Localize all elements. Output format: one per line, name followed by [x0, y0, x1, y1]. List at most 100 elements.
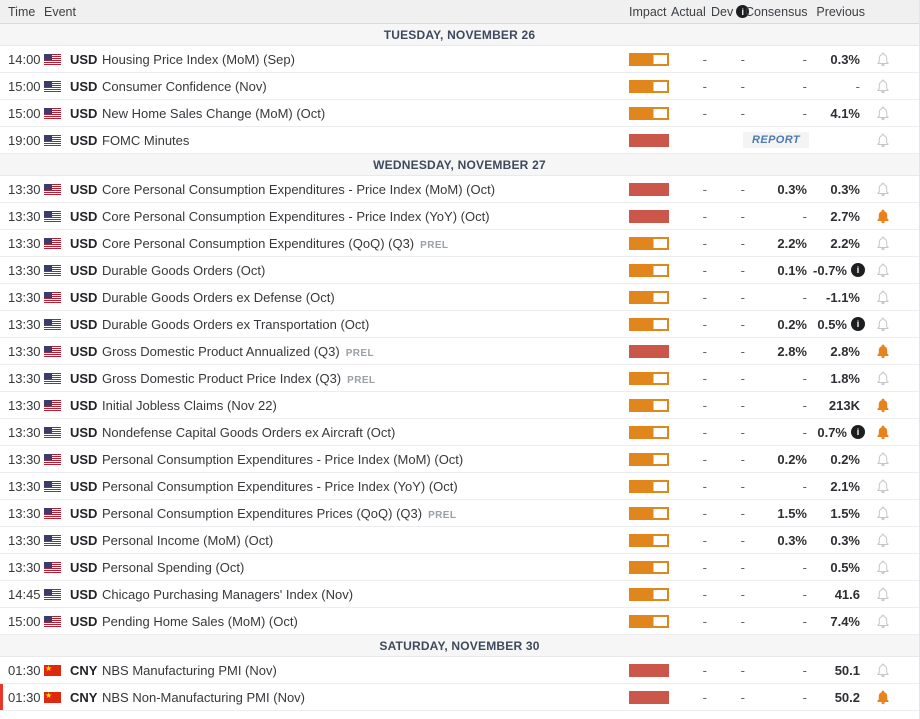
deviation-value: -: [740, 51, 745, 67]
event-name[interactable]: Core Personal Consumption Expenditures -…: [102, 208, 490, 224]
actual-value: -: [702, 370, 707, 386]
alert-bell-icon[interactable]: [865, 451, 901, 467]
event-name[interactable]: Durable Goods Orders ex Defense (Oct): [102, 289, 335, 305]
event-row: 14:45 USD Chicago Purchasing Managers' I…: [0, 581, 919, 608]
event-name[interactable]: Gross Domestic Product Price Index (Q3): [102, 370, 342, 386]
alert-bell-icon[interactable]: [865, 78, 901, 94]
deviation-value: -: [740, 451, 745, 467]
alert-bell-icon[interactable]: [865, 208, 901, 224]
calendar-body: TUESDAY, NOVEMBER 26 14:00 USD Housing P…: [0, 24, 919, 711]
alert-bell-icon[interactable]: [865, 105, 901, 121]
previous-info-icon[interactable]: i: [851, 425, 865, 439]
consensus-value: -: [802, 586, 807, 602]
event-row: 19:00 USD FOMC Minutes REPORT i: [0, 127, 919, 154]
alert-bell-icon[interactable]: [865, 181, 901, 197]
consensus-value: 1.5%: [777, 505, 807, 521]
alert-bell-icon[interactable]: [865, 370, 901, 386]
previous-value: -: [855, 78, 860, 94]
event-name[interactable]: Durable Goods Orders (Oct): [102, 262, 266, 278]
currency-code: CNY: [70, 689, 98, 705]
event-name[interactable]: Personal Spending (Oct): [102, 559, 245, 575]
consensus-value: -: [802, 689, 807, 705]
alert-bell-icon[interactable]: [865, 559, 901, 575]
country-flag-icon: [44, 691, 61, 703]
currency-code: USD: [70, 478, 98, 494]
alert-bell-icon[interactable]: [865, 316, 901, 332]
currency-code: USD: [70, 559, 98, 575]
event-name[interactable]: Pending Home Sales (MoM) (Oct): [102, 613, 298, 629]
col-header-previous: Previous: [816, 4, 865, 19]
col-header-dev-label: Dev: [711, 4, 734, 19]
deviation-value: -: [740, 586, 745, 602]
consensus-value: -: [802, 662, 807, 678]
impact-indicator: [629, 690, 669, 704]
event-name[interactable]: New Home Sales Change (MoM) (Oct): [102, 105, 326, 121]
alert-bell-icon[interactable]: [865, 343, 901, 359]
col-header-event: Event: [44, 4, 76, 19]
consensus-value: -: [802, 51, 807, 67]
event-name[interactable]: Housing Price Index (MoM) (Sep): [102, 51, 295, 67]
alert-bell-icon[interactable]: [865, 613, 901, 629]
event-time: 15:00: [8, 78, 41, 94]
previous-info-icon[interactable]: i: [851, 317, 865, 331]
impact-indicator: [629, 182, 669, 196]
event-name[interactable]: Personal Consumption Expenditures - Pric…: [102, 478, 458, 494]
alert-bell-icon[interactable]: [865, 586, 901, 602]
consensus-value: 0.2%: [777, 316, 807, 332]
deviation-value: -: [740, 689, 745, 705]
event-name[interactable]: Chicago Purchasing Managers' Index (Nov): [102, 586, 354, 602]
alert-bell-icon[interactable]: [865, 235, 901, 251]
alert-bell-icon[interactable]: [865, 397, 901, 413]
alert-bell-icon[interactable]: [865, 262, 901, 278]
event-time: 15:00: [8, 105, 41, 121]
currency-code: USD: [70, 208, 98, 224]
impact-indicator: [629, 263, 669, 277]
alert-bell-icon[interactable]: [865, 424, 901, 440]
date-header: SATURDAY, NOVEMBER 30: [0, 635, 919, 657]
event-row: 13:30 USD Personal Income (MoM) (Oct) - …: [0, 527, 919, 554]
impact-indicator: [629, 587, 669, 601]
alert-bell-icon[interactable]: [865, 532, 901, 548]
event-name[interactable]: Initial Jobless Claims (Nov 22): [102, 397, 277, 413]
event-row: 15:00 USD Pending Home Sales (MoM) (Oct)…: [0, 608, 919, 635]
event-row: 13:30 USD Gross Domestic Product Price I…: [0, 365, 919, 392]
event-name[interactable]: Personal Consumption Expenditures - Pric…: [102, 451, 464, 467]
date-label: TUESDAY, NOVEMBER 26: [383, 27, 536, 42]
actual-value: -: [702, 316, 707, 332]
consensus-value: -: [802, 105, 807, 121]
previous-info-icon[interactable]: i: [851, 263, 865, 277]
deviation-value: -: [740, 105, 745, 121]
impact-indicator: [629, 398, 669, 412]
impact-indicator: [629, 344, 669, 358]
currency-code: USD: [70, 586, 98, 602]
currency-code: USD: [70, 613, 98, 629]
alert-bell-icon[interactable]: [865, 505, 901, 521]
event-name[interactable]: Gross Domestic Product Annualized (Q3): [102, 343, 340, 359]
event-name[interactable]: NBS Manufacturing PMI (Nov): [102, 662, 277, 678]
event-name[interactable]: Personal Income (MoM) (Oct): [102, 532, 274, 548]
impact-indicator: [629, 533, 669, 547]
alert-bell-icon[interactable]: [865, 478, 901, 494]
event-name[interactable]: Durable Goods Orders ex Transportation (…: [102, 316, 370, 332]
event-name[interactable]: NBS Non-Manufacturing PMI (Nov): [102, 689, 306, 705]
event-name[interactable]: Core Personal Consumption Expenditures -…: [102, 181, 496, 197]
alert-bell-icon[interactable]: [865, 689, 901, 705]
report-badge[interactable]: REPORT: [742, 132, 810, 148]
event-row: 14:00 USD Housing Price Index (MoM) (Sep…: [0, 46, 919, 73]
event-name[interactable]: Nondefense Capital Goods Orders ex Aircr…: [102, 424, 396, 440]
event-name[interactable]: Personal Consumption Expenditures Prices…: [102, 505, 423, 521]
consensus-value: 0.2%: [777, 451, 807, 467]
deviation-value: -: [740, 316, 745, 332]
currency-code: USD: [70, 181, 98, 197]
country-flag-icon: [44, 399, 61, 411]
event-name[interactable]: Core Personal Consumption Expenditures (…: [102, 235, 415, 251]
previous-value: 2.8%: [830, 343, 860, 359]
alert-bell-icon[interactable]: [865, 132, 901, 148]
dev-info-icon[interactable]: i: [736, 5, 750, 18]
alert-bell-icon[interactable]: [865, 662, 901, 678]
alert-bell-icon[interactable]: [865, 51, 901, 67]
alert-bell-icon[interactable]: [865, 289, 901, 305]
event-name[interactable]: Consumer Confidence (Nov): [102, 78, 267, 94]
event-name[interactable]: FOMC Minutes: [102, 132, 190, 148]
event-time: 01:30: [8, 662, 41, 678]
